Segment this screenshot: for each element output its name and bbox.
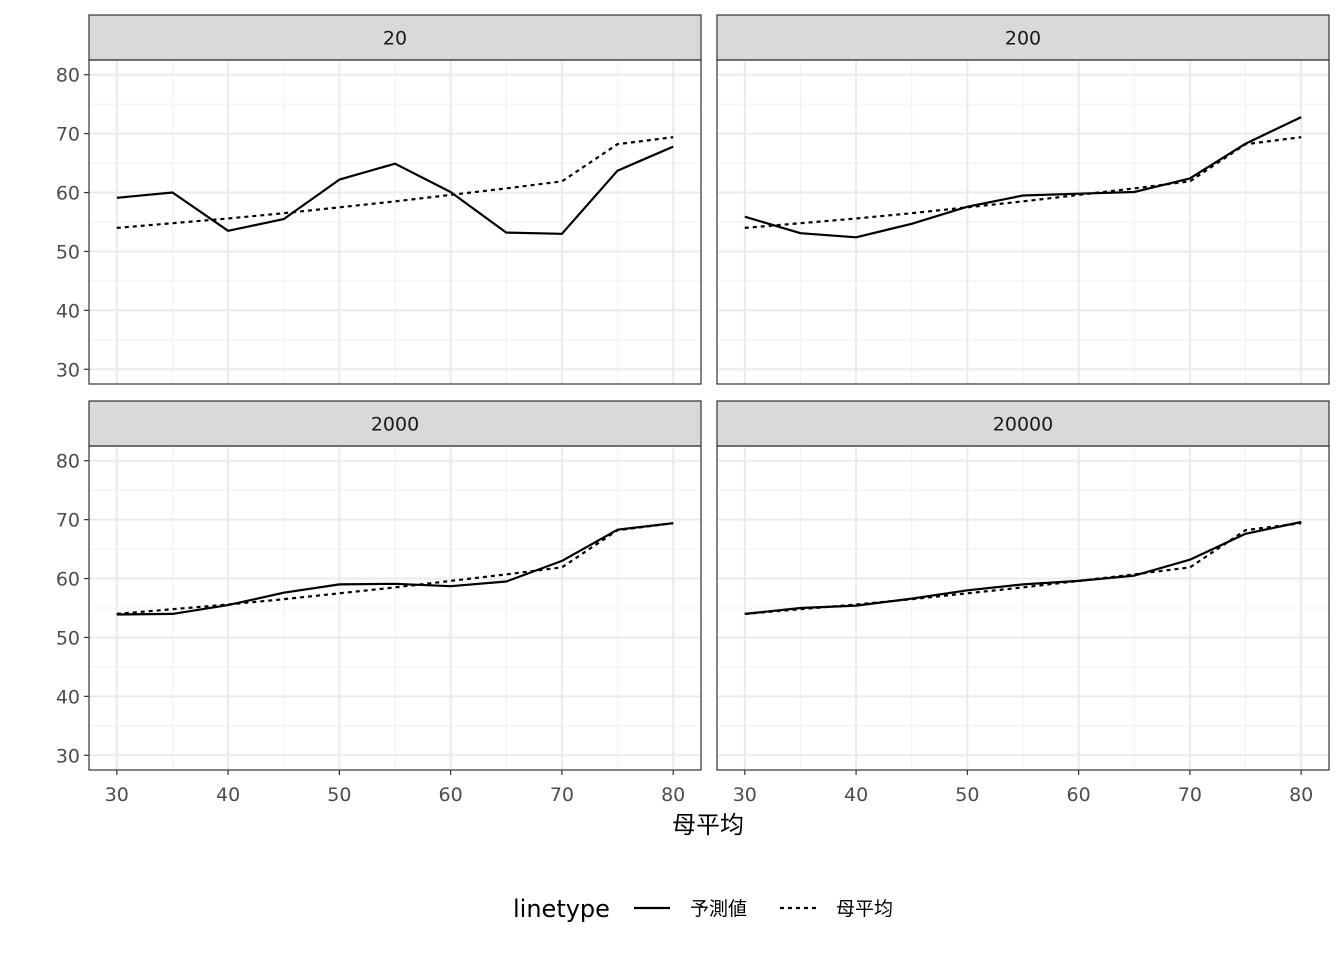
facet-panel-20: 20 30 40 50 60 70 80 — [56, 14, 702, 385]
series-line-predicted — [744, 116, 1302, 239]
y-tick-label: 30 — [56, 745, 80, 767]
facet-panel-200: 200 — [716, 14, 1330, 385]
x-tick-label: 50 — [327, 784, 351, 806]
facet-strip — [716, 14, 1330, 61]
x-tick-label: 80 — [1289, 784, 1313, 806]
y-tick-label: 40 — [56, 300, 80, 322]
legend-title: linetype — [513, 895, 610, 923]
y-tick-label: 50 — [56, 241, 80, 263]
x-tick-label: 60 — [1067, 784, 1091, 806]
facet-panel-20000: 20000 30 40 50 60 70 80 — [716, 400, 1330, 806]
y-tick-label: 70 — [56, 510, 80, 532]
series-line-predicted — [744, 520, 1302, 615]
facet-panel-2000: 2000 30 40 50 60 70 80 30 40 50 60 70 80 — [56, 400, 702, 806]
x-tick-label: 40 — [216, 784, 240, 806]
facet-strip-label: 200 — [1005, 28, 1041, 50]
y-tick-label: 60 — [56, 183, 80, 205]
panel-border — [716, 59, 1330, 385]
legend-label-population-mean: 母平均 — [836, 898, 893, 920]
panel-border — [88, 59, 702, 385]
y-tick-label: 80 — [56, 451, 80, 473]
panel-border — [88, 445, 702, 771]
panel-border — [716, 445, 1330, 771]
facet-strip — [88, 400, 702, 447]
series-line-predicted — [116, 522, 674, 616]
y-tick-label: 70 — [56, 124, 80, 146]
x-tick-label: 40 — [844, 784, 868, 806]
legend: linetype 予測値 母平均 — [513, 895, 893, 923]
x-tick-label: 30 — [105, 784, 129, 806]
series-line-predicted — [116, 145, 674, 235]
x-tick-label: 80 — [661, 784, 685, 806]
x-tick-label: 50 — [955, 784, 979, 806]
y-tick-label: 80 — [56, 65, 80, 87]
x-tick-label: 30 — [733, 784, 757, 806]
y-tick-label: 30 — [56, 359, 80, 381]
x-tick-label: 70 — [1178, 784, 1202, 806]
facet-strip-label: 20 — [383, 28, 407, 50]
x-axis-title: 母平均 — [672, 811, 744, 839]
legend-label-predicted: 予測値 — [690, 898, 747, 920]
facet-strip-label: 20000 — [993, 414, 1053, 436]
y-tick-label: 50 — [56, 627, 80, 649]
x-tick-label: 70 — [550, 784, 574, 806]
x-tick-label: 60 — [439, 784, 463, 806]
facet-strip-label: 2000 — [371, 414, 419, 436]
y-tick-label: 60 — [56, 569, 80, 591]
y-tick-label: 40 — [56, 686, 80, 708]
